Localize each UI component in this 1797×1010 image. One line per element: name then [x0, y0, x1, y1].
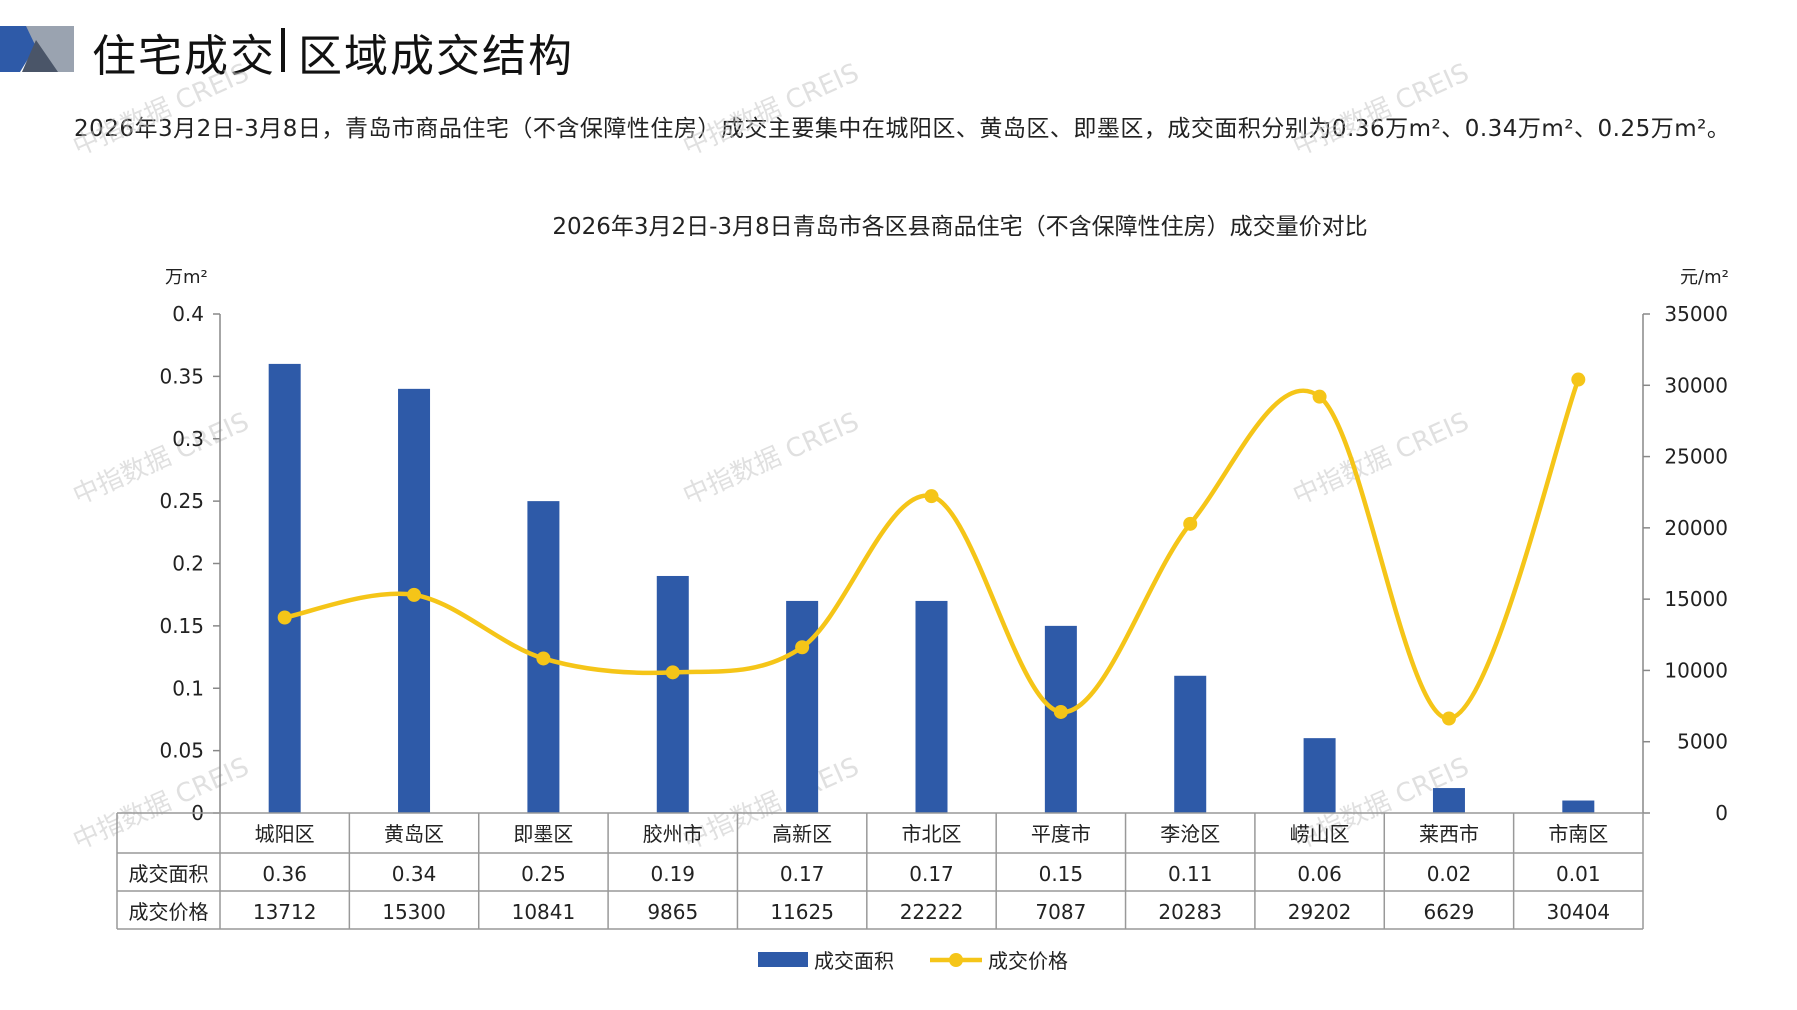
- category-label: 胶州市: [643, 822, 703, 846]
- table-cell: 0.01: [1556, 862, 1601, 886]
- bar-城阳区: [268, 363, 301, 813]
- watermark: 中指数据 CREIS: [1289, 58, 1474, 162]
- table-row-label: 成交面积: [129, 862, 209, 886]
- table-cell: 0.06: [1297, 862, 1342, 886]
- page-subtitle: 区域成交结构: [298, 31, 574, 82]
- table-cell: 9865: [647, 900, 698, 924]
- bar-平度市: [1044, 625, 1077, 813]
- price-point-崂山区: [1312, 389, 1327, 404]
- left-tick-label: 0.25: [159, 489, 204, 513]
- category-label: 市北区: [902, 822, 962, 846]
- legend-swatch-area: [758, 952, 808, 967]
- category-label: 高新区: [772, 822, 832, 846]
- bar-series: [268, 363, 1595, 813]
- right-tick-label: 5000: [1677, 730, 1728, 754]
- legend-label-price: 成交价格: [988, 949, 1068, 973]
- left-tick-label: 0.3: [172, 427, 204, 451]
- table-cell: 0.11: [1168, 862, 1213, 886]
- category-label: 崂山区: [1290, 822, 1350, 846]
- price-point-市南区: [1571, 372, 1586, 387]
- table-cell: 15300: [382, 900, 446, 924]
- bar-高新区: [786, 600, 819, 813]
- price-point-胶州市: [665, 665, 680, 680]
- brand-logo: [0, 26, 74, 72]
- bar-崂山区: [1303, 738, 1336, 813]
- watermark: 中指数据 CREIS: [679, 58, 864, 162]
- chart-title: 2026年3月2日-3月8日青岛市各区县商品住宅（不含保障性住房）成交量价对比: [552, 214, 1367, 240]
- bar-市南区: [1562, 800, 1595, 813]
- left-tick-label: 0.15: [159, 614, 204, 638]
- table-cell: 0.19: [651, 862, 696, 886]
- table-cell: 22222: [900, 900, 964, 924]
- table-row-label: 成交价格: [129, 900, 209, 924]
- category-label: 平度市: [1031, 822, 1091, 846]
- right-tick-label: 15000: [1664, 587, 1728, 611]
- bar-市北区: [915, 600, 948, 813]
- category-label: 李沧区: [1160, 822, 1220, 846]
- right-tick-label: 35000: [1664, 302, 1728, 326]
- table-cell: 11625: [770, 900, 834, 924]
- watermark: 中指数据 CREIS: [679, 752, 864, 856]
- category-label: 莱西市: [1419, 822, 1479, 846]
- left-tick-label: 0.1: [172, 676, 204, 700]
- right-tick-label: 25000: [1664, 445, 1728, 469]
- table-cell: 0.02: [1427, 862, 1472, 886]
- table-cell: 13712: [253, 900, 317, 924]
- price-point-李沧区: [1183, 516, 1198, 531]
- watermark: 中指数据 CREIS: [69, 58, 254, 162]
- price-point-即墨区: [536, 651, 551, 666]
- table-cell: 10841: [512, 900, 576, 924]
- right-tick-label: 20000: [1664, 516, 1728, 540]
- price-point-高新区: [795, 640, 810, 655]
- legend-marker-price: [949, 953, 963, 967]
- bar-李沧区: [1174, 675, 1207, 813]
- category-label: 黄岛区: [384, 822, 444, 846]
- left-axis-unit: 万m²: [165, 267, 208, 288]
- category-label: 城阳区: [255, 822, 315, 846]
- line-series: [277, 372, 1586, 726]
- legend-label-area: 成交面积: [814, 949, 894, 973]
- axes: 00.050.10.150.20.250.30.350.405000100001…: [159, 302, 1728, 825]
- watermark: 中指数据 CREIS: [69, 752, 254, 856]
- left-tick-label: 0.05: [159, 739, 204, 763]
- watermark: 中指数据 CREIS: [1289, 407, 1474, 511]
- table-cell: 20283: [1158, 900, 1222, 924]
- table-cell: 29202: [1288, 900, 1352, 924]
- watermark: 中指数据 CREIS: [679, 407, 864, 511]
- left-tick-label: 0.35: [159, 364, 204, 388]
- table-cell: 0.34: [392, 862, 437, 886]
- price-point-莱西市: [1441, 711, 1456, 726]
- page-title: 住宅成交: [92, 31, 276, 82]
- price-point-黄岛区: [407, 587, 422, 602]
- right-tick-label: 30000: [1664, 373, 1728, 397]
- left-tick-label: 0.2: [172, 552, 204, 576]
- price-point-市北区: [924, 489, 939, 504]
- table-cell: 0.17: [909, 862, 954, 886]
- right-axis-unit: 元/m²: [1680, 267, 1729, 288]
- bar-胶州市: [656, 575, 689, 813]
- right-tick-label: 0: [1715, 801, 1728, 825]
- table-cell: 6629: [1424, 900, 1475, 924]
- table-cell: 0.15: [1039, 862, 1084, 886]
- table-cell: 30404: [1547, 900, 1611, 924]
- category-label: 即墨区: [513, 822, 573, 846]
- table-cell: 0.36: [262, 862, 307, 886]
- legend: 成交面积 成交价格: [758, 949, 1068, 973]
- table-cell: 0.17: [780, 862, 825, 886]
- category-label: 市南区: [1548, 822, 1608, 846]
- title-separator: [281, 28, 285, 72]
- bar-莱西市: [1432, 788, 1465, 813]
- summary-text: 2026年3月2日-3月8日，青岛市商品住宅（不含保障性住房）成交主要集中在城阳…: [74, 116, 1731, 142]
- price-point-平度市: [1053, 704, 1068, 719]
- price-point-城阳区: [277, 610, 292, 625]
- table-cell: 7087: [1035, 900, 1086, 924]
- left-tick-label: 0.4: [172, 302, 204, 326]
- right-tick-label: 10000: [1664, 658, 1728, 682]
- table-cell: 0.25: [521, 862, 566, 886]
